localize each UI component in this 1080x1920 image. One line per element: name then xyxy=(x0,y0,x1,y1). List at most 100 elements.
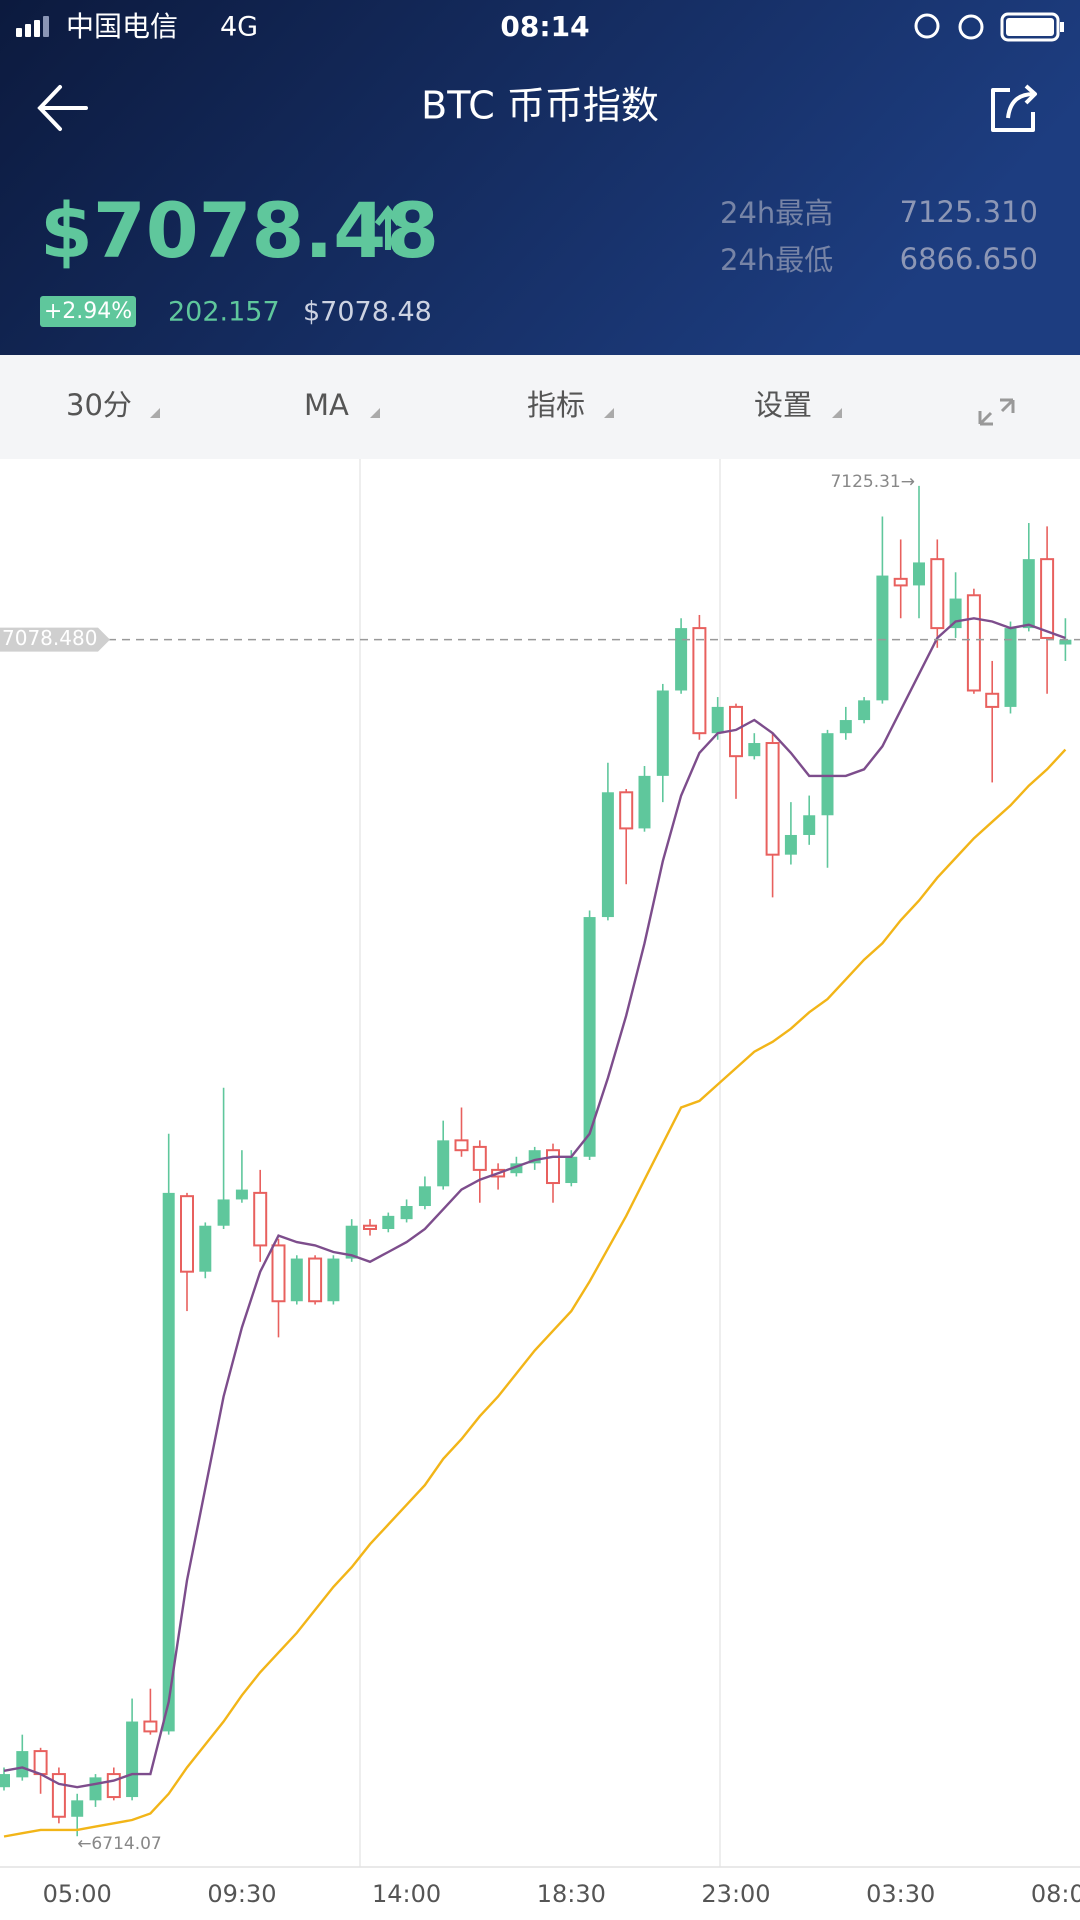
last-price-label: 7078.480 xyxy=(2,626,97,650)
x-tick-label: 05:00 xyxy=(43,1880,112,1908)
candle-up xyxy=(1059,639,1072,645)
candle-down xyxy=(546,1149,560,1185)
candle-down xyxy=(765,742,780,856)
toolbar-label: 30分 xyxy=(66,388,132,422)
candle-up xyxy=(71,1800,84,1817)
candle-up xyxy=(235,1189,248,1200)
candle-up xyxy=(162,1192,175,1732)
candle-down xyxy=(106,1773,121,1799)
candle-up xyxy=(601,792,614,918)
network: 4G xyxy=(220,12,258,43)
up-arrow xyxy=(374,205,402,250)
candle-up xyxy=(382,1215,395,1229)
candle-up xyxy=(1004,628,1017,707)
dropdown-icon xyxy=(604,408,614,418)
candle-up xyxy=(784,834,797,855)
x-tick-label: 03:30 xyxy=(866,1880,935,1908)
candle-up xyxy=(400,1206,413,1220)
candle-down xyxy=(692,627,707,735)
candle-down xyxy=(966,594,981,692)
candle-up xyxy=(418,1186,431,1207)
status-icons xyxy=(914,12,1060,42)
candle-up xyxy=(510,1163,523,1174)
x-tick-label: 14:00 xyxy=(372,1880,441,1908)
candle-up xyxy=(290,1258,303,1302)
candle-up xyxy=(803,815,816,835)
low-value: 6866.650 xyxy=(900,242,1038,276)
toolbar-label: MA xyxy=(304,388,349,422)
candle-up xyxy=(638,775,651,829)
dropdown-icon xyxy=(150,408,160,418)
plot: 7078.480 7125.31→ ←6714.07 05:00 09:30 14:00 1… xyxy=(0,472,1080,1908)
toolbar-label: 指标 xyxy=(527,388,585,422)
candle-up xyxy=(0,1774,10,1788)
candle-up xyxy=(89,1777,102,1801)
x-tick-label: 09:30 xyxy=(207,1880,276,1908)
candle-up xyxy=(217,1199,230,1226)
price: $7078.48 xyxy=(40,186,439,275)
clock: 08:14 xyxy=(500,10,589,43)
battery-tip xyxy=(1060,22,1064,32)
candle-up xyxy=(565,1156,578,1184)
toolbar-item[interactable]: 30分 xyxy=(66,388,160,422)
candle-down xyxy=(985,692,1000,708)
share-button[interactable] xyxy=(991,84,1037,132)
candle-up xyxy=(839,720,852,734)
candle-up xyxy=(711,706,724,734)
candle-up xyxy=(1022,559,1035,629)
change-badge xyxy=(40,296,136,327)
x-tick-label: 08:00 xyxy=(1031,1880,1080,1908)
battery-level xyxy=(1006,18,1054,36)
candle-down xyxy=(893,577,908,587)
candle-down xyxy=(271,1244,286,1303)
candle-up xyxy=(675,628,688,691)
max-annotation: 7125.31→ xyxy=(830,472,915,492)
candle-down xyxy=(33,1750,48,1776)
dropdown-icon xyxy=(370,408,380,418)
x-tick-label: 23:00 xyxy=(701,1880,770,1908)
ma-line xyxy=(3,617,1066,1789)
ma-line xyxy=(3,748,1067,1838)
candle-up xyxy=(748,743,761,757)
toolbar-label: 设置 xyxy=(754,388,812,422)
signal-icon xyxy=(16,16,49,37)
candle-down xyxy=(253,1191,268,1247)
candle-down xyxy=(454,1139,469,1152)
last-price-tag xyxy=(0,627,110,652)
candle-up xyxy=(913,562,925,586)
candle-up xyxy=(345,1225,358,1259)
candle-up xyxy=(126,1721,139,1798)
candle-up xyxy=(16,1751,29,1778)
high-label: 24h最高 xyxy=(720,196,833,230)
toolbar-item[interactable]: 指标 xyxy=(527,388,614,422)
candle-down xyxy=(143,1720,158,1733)
candle-down xyxy=(930,558,945,630)
change-amount: 202.157 xyxy=(168,297,280,328)
candle-up xyxy=(583,917,596,1157)
candle-down xyxy=(308,1257,323,1303)
toolbar-item[interactable]: MA xyxy=(304,388,380,422)
toolbar-item[interactable]: 设置 xyxy=(754,388,842,422)
x-tick-label: 18:30 xyxy=(537,1880,606,1908)
candle-down xyxy=(472,1145,487,1171)
carrier: 中国电信 xyxy=(66,10,178,43)
candle-up xyxy=(199,1225,212,1272)
back-button[interactable] xyxy=(37,85,88,131)
expand-button[interactable] xyxy=(978,398,1015,426)
candle-up xyxy=(656,690,669,776)
candle-down xyxy=(1040,558,1055,639)
min-annotation: ←6714.07 xyxy=(77,1834,162,1854)
candle-down xyxy=(180,1195,194,1273)
change-percent: +2.94% xyxy=(44,299,132,324)
candle-up xyxy=(858,700,871,721)
header-bg xyxy=(0,0,1080,355)
candle-up xyxy=(327,1258,340,1302)
candle-up xyxy=(876,575,889,701)
low-label: 24h最低 xyxy=(720,243,833,277)
candle-down xyxy=(619,791,634,830)
candle-up xyxy=(821,733,834,816)
candle-down xyxy=(363,1224,377,1231)
page-title: BTC 币币指数 xyxy=(421,84,659,128)
